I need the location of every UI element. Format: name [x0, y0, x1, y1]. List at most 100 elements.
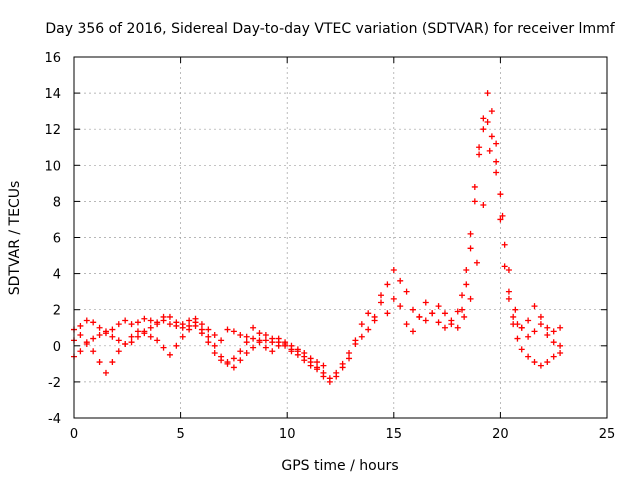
data-point: [467, 295, 474, 302]
data-point: [237, 348, 244, 355]
data-point: [459, 292, 466, 299]
data-point: [250, 324, 257, 331]
data-point: [243, 339, 250, 346]
data-point: [461, 313, 468, 320]
data-point: [557, 350, 564, 357]
data-point: [346, 350, 353, 357]
data-point: [173, 319, 180, 326]
data-point: [371, 313, 378, 320]
data-point: [128, 333, 135, 340]
data-point: [488, 108, 495, 115]
data-point: [224, 360, 231, 367]
data-point: [128, 321, 135, 328]
data-point: [122, 317, 129, 324]
x-tick-label: 15: [386, 427, 403, 442]
data-point: [463, 266, 470, 273]
data-point: [83, 339, 90, 346]
data-point: [90, 348, 97, 355]
data-point: [230, 328, 237, 335]
y-tick-label: 0: [53, 340, 61, 355]
y-tick-label: 16: [44, 51, 61, 66]
data-point: [550, 328, 557, 335]
data-point: [179, 324, 186, 331]
data-markers: [71, 90, 564, 385]
data-point: [378, 299, 385, 306]
data-point: [454, 308, 461, 315]
data-point: [173, 342, 180, 349]
chart-title: Day 356 of 2016, Sidereal Day-to-day VTE…: [45, 21, 615, 37]
data-point: [493, 140, 500, 147]
data-point: [435, 303, 442, 310]
data-point: [358, 333, 365, 340]
data-point: [480, 115, 487, 122]
data-point: [476, 144, 483, 151]
data-point: [403, 288, 410, 295]
data-point: [416, 313, 423, 320]
data-point: [256, 330, 263, 337]
data-point: [510, 313, 517, 320]
data-point: [488, 133, 495, 140]
data-point: [198, 321, 205, 328]
data-point: [134, 328, 141, 335]
data-point: [166, 321, 173, 328]
data-point: [218, 337, 225, 344]
data-point: [486, 147, 493, 154]
data-point: [422, 317, 429, 324]
data-point: [352, 340, 359, 347]
data-point: [473, 259, 480, 266]
data-point: [467, 245, 474, 252]
data-point: [471, 198, 478, 205]
data-point: [384, 310, 391, 317]
data-point: [390, 266, 397, 273]
data-point: [514, 335, 521, 342]
data-point: [288, 342, 295, 349]
data-point: [384, 281, 391, 288]
x-axis-ticks: 0 5 10 15 20 25: [70, 57, 615, 442]
data-point: [480, 126, 487, 133]
data-point: [256, 339, 263, 346]
data-point: [518, 346, 525, 353]
data-point: [109, 359, 116, 366]
y-tick-label: 14: [44, 87, 61, 102]
data-point: [544, 331, 551, 338]
data-point: [218, 357, 225, 364]
data-point: [211, 331, 218, 338]
data-point: [141, 330, 148, 337]
data-point: [422, 299, 429, 306]
data-point: [307, 355, 314, 362]
data-point: [493, 158, 500, 165]
data-point: [314, 359, 321, 366]
data-point: [497, 191, 504, 198]
data-point: [77, 331, 84, 338]
data-point: [403, 321, 410, 328]
data-point: [326, 378, 333, 385]
data-point: [531, 303, 538, 310]
data-point: [205, 339, 212, 346]
data-point: [166, 351, 173, 358]
data-point: [250, 344, 257, 351]
data-point: [147, 317, 154, 324]
data-point: [557, 324, 564, 331]
data-point: [90, 319, 97, 326]
data-point: [505, 295, 512, 302]
data-point: [275, 342, 282, 349]
data-point: [115, 337, 122, 344]
data-point: [134, 319, 141, 326]
data-point: [211, 350, 218, 357]
data-point: [499, 212, 506, 219]
data-point: [505, 266, 512, 273]
data-point: [314, 366, 321, 373]
data-point: [409, 306, 416, 313]
data-point: [512, 306, 519, 313]
data-point: [463, 281, 470, 288]
data-point: [365, 310, 372, 317]
data-point: [390, 295, 397, 302]
data-point: [484, 90, 491, 97]
data-point: [459, 306, 466, 313]
data-point: [237, 357, 244, 364]
data-point: [501, 241, 508, 248]
data-point: [301, 350, 308, 357]
data-point: [301, 357, 308, 364]
data-point: [205, 326, 212, 333]
